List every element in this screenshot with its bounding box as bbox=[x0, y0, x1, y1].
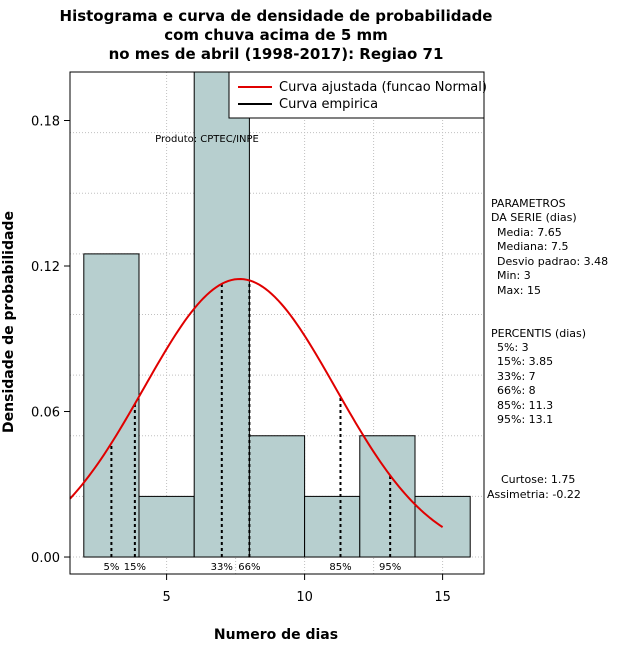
y-tick-label-0: 0.00 bbox=[31, 551, 60, 566]
parametros-heading-1: PARAMETROS bbox=[491, 197, 566, 210]
x-tick-label-0: 5 bbox=[162, 590, 170, 605]
bar-10-12 bbox=[304, 495, 361, 558]
y-tick-label-3: 0.18 bbox=[31, 115, 60, 130]
param-mediana: Mediana: 7.5 bbox=[497, 240, 568, 253]
legend-box bbox=[228, 71, 485, 119]
percentil-15: 15%: 3.85 bbox=[497, 355, 553, 368]
y-tick-label-2: 0.12 bbox=[31, 260, 60, 275]
side-panel: PARAMETROS DA SERIE (dias) Media: 7.65 M… bbox=[487, 197, 608, 501]
percentil-5: 5%: 3 bbox=[497, 341, 529, 354]
histogram-bars bbox=[83, 71, 471, 558]
percentile-label-4: 85% bbox=[329, 562, 351, 573]
x-axis: 5 10 15 bbox=[162, 574, 451, 605]
percentile-label-0: 5% bbox=[103, 562, 119, 573]
normal-fit-curve bbox=[69, 278, 444, 528]
x-axis-label: Numero de dias bbox=[214, 627, 338, 643]
bar-4-6 bbox=[138, 495, 195, 558]
legend-label-normal: Curva ajustada (funcao Normal) bbox=[279, 80, 487, 95]
param-min: Min: 3 bbox=[497, 269, 531, 282]
y-axis: 0.00 0.06 0.12 0.18 bbox=[31, 115, 70, 566]
percentil-33: 33%: 7 bbox=[497, 370, 536, 383]
percentile-label-3: 66% bbox=[238, 562, 260, 573]
curtose-value: Curtose: 1.75 bbox=[501, 473, 575, 486]
percentile-label-5: 95% bbox=[379, 562, 401, 573]
param-max: Max: 15 bbox=[497, 284, 541, 297]
y-axis-label: Densidade de probabilidade bbox=[1, 211, 17, 433]
param-desvio: Desvio padrao: 3.48 bbox=[497, 255, 608, 268]
percentile-labels: 5% 15% 33% 66% 85% 95% bbox=[103, 562, 401, 573]
product-annotation: Produto: CPTEC/INPE bbox=[155, 134, 259, 145]
assimetria-value: Assimetria: -0.22 bbox=[487, 488, 581, 501]
percentile-label-2: 33% bbox=[211, 562, 233, 573]
x-tick-label-2: 15 bbox=[434, 590, 451, 605]
percentil-66: 66%: 8 bbox=[497, 384, 536, 397]
percentil-85: 85%: 11.3 bbox=[497, 399, 553, 412]
parametros-heading-2: DA SERIE (dias) bbox=[491, 211, 577, 224]
param-media: Media: 7.65 bbox=[497, 226, 562, 239]
percentis-heading: PERCENTIS (dias) bbox=[491, 327, 586, 340]
legend-label-empirical: Curva empirica bbox=[279, 97, 378, 112]
bar-12-14 bbox=[359, 435, 416, 558]
percentile-label-1: 15% bbox=[124, 562, 146, 573]
chart-title-line-3: no mes de abril (1998-2017): Regiao 71 bbox=[109, 45, 444, 63]
x-tick-label-1: 10 bbox=[296, 590, 313, 605]
bar-2-4 bbox=[83, 253, 140, 558]
chart-title-line-2: com chuva acima de 5 mm bbox=[164, 26, 388, 44]
percentile-lines bbox=[110, 280, 392, 558]
y-tick-label-1: 0.06 bbox=[31, 406, 60, 421]
chart-title-line-1: Histograma e curva de densidade de proba… bbox=[60, 7, 493, 25]
legend: Curva ajustada (funcao Normal) Curva emp… bbox=[228, 71, 487, 119]
bar-8-10 bbox=[248, 435, 306, 558]
percentil-95: 95%: 13.1 bbox=[497, 413, 553, 426]
